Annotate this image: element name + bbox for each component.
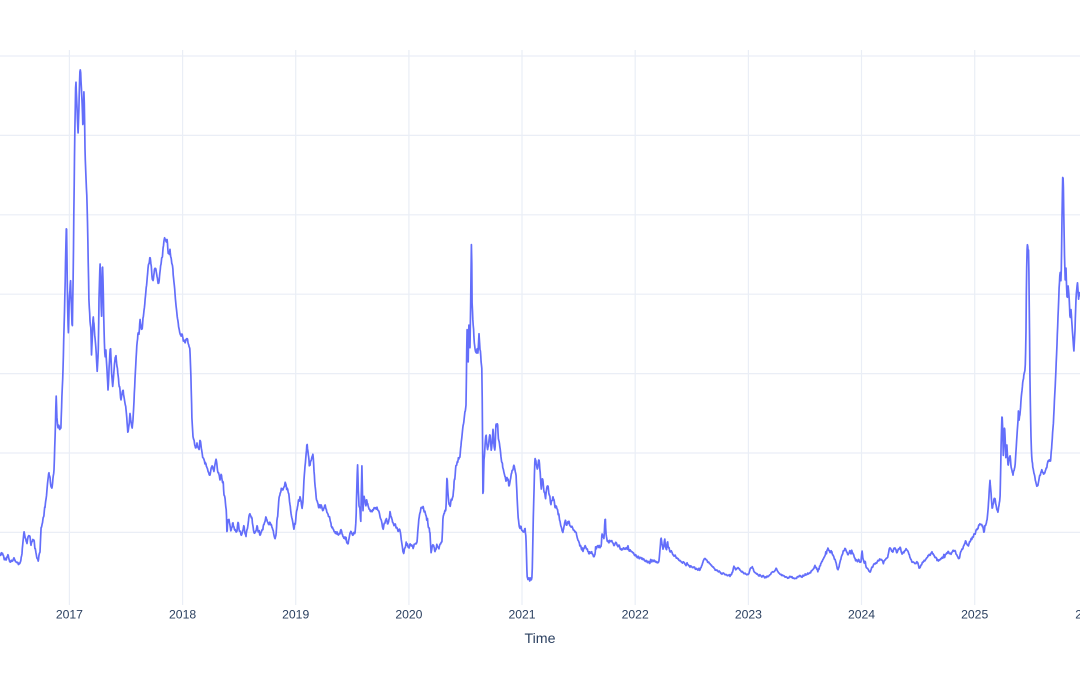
svg-text:2021: 2021	[508, 608, 535, 622]
svg-text:2023: 2023	[735, 608, 762, 622]
svg-text:2019: 2019	[282, 608, 309, 622]
svg-text:2022: 2022	[622, 608, 649, 622]
svg-text:2026: 2026	[1075, 608, 1080, 622]
svg-text:2025: 2025	[961, 608, 988, 622]
svg-text:2017: 2017	[56, 608, 83, 622]
svg-text:2018: 2018	[169, 608, 196, 622]
svg-text:Time: Time	[524, 631, 555, 647]
svg-text:2020: 2020	[395, 608, 422, 622]
svg-text:2024: 2024	[848, 608, 875, 622]
